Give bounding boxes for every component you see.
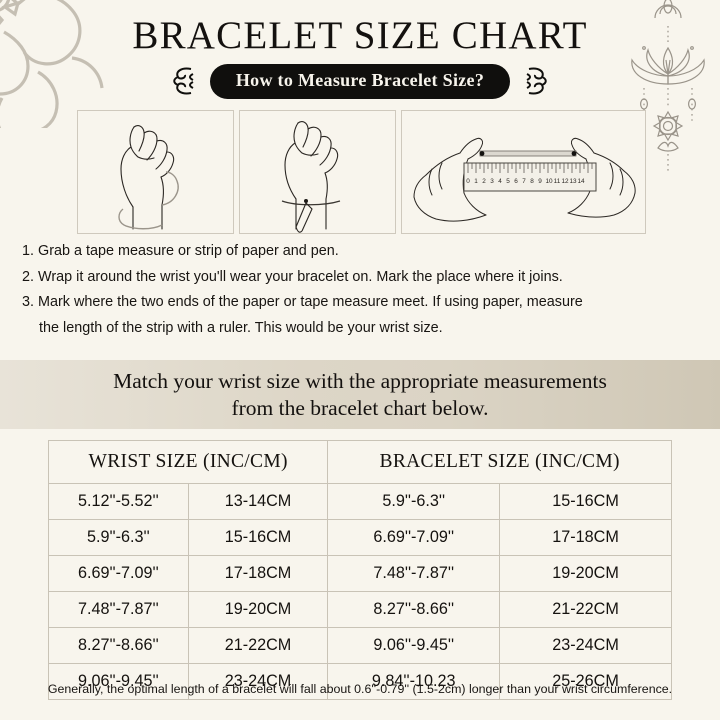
match-wrist-size-banner: Match your wrist size with the appropria… [0, 360, 720, 429]
svg-text:7: 7 [522, 178, 526, 185]
subtitle-badge-row: How to Measure Bracelet Size? [0, 63, 720, 99]
page-title: BRACELET SIZE CHART [132, 14, 588, 57]
svg-text:8: 8 [530, 178, 534, 185]
illustration-hand-with-tape-loop [77, 110, 234, 234]
header-wrist-size: WRIST SIZE (INC/CM) [47, 440, 329, 484]
svg-text:10: 10 [545, 178, 553, 185]
table-header-row: WRIST SIZE (INC/CM) BRACELET SIZE (INC/C… [47, 440, 672, 484]
table-row: 9.06''-9.45'' 23-24CM 9.84''-10.23 25-26… [48, 663, 672, 700]
measure-steps-list: 1. Grab a tape measure or strip of paper… [22, 239, 704, 341]
cell-wrist-cm: 23-24CM [187, 663, 329, 700]
cell-wrist-inch: 7.48''-7.87'' [48, 591, 189, 628]
cell-bracelet-inch: 8.27''-8.66'' [327, 591, 501, 628]
svg-text:9: 9 [538, 178, 542, 185]
table-row: 8.27''-8.66'' 21-22CM 9.06''-9.45'' 23-2… [48, 627, 672, 664]
cell-bracelet-inch: 9.06''-9.45'' [327, 627, 501, 664]
flourish-right-icon [526, 67, 547, 95]
cell-wrist-inch: 9.06''-9.45'' [48, 663, 189, 700]
cell-bracelet-inch: 6.69''-7.09'' [327, 519, 501, 556]
svg-text:2: 2 [482, 178, 486, 185]
cell-wrist-cm: 17-18CM [187, 555, 329, 592]
illustration-hand-marking-with-pen [239, 110, 396, 234]
table-row: 5.9''-6.3'' 15-16CM 6.69''-7.09'' 17-18C… [48, 519, 672, 556]
cell-bracelet-cm: 21-22CM [499, 591, 672, 628]
cell-wrist-inch: 8.27''-8.66'' [48, 627, 189, 664]
cell-bracelet-inch: 9.84''-10.23 [327, 663, 501, 700]
banner-line-1: Match your wrist size with the appropria… [113, 368, 607, 393]
flourish-left-icon [173, 67, 194, 95]
svg-text:14: 14 [577, 178, 585, 185]
how-to-measure-badge: How to Measure Bracelet Size? [209, 63, 511, 99]
cell-bracelet-inch: 5.9''-6.3'' [327, 483, 501, 520]
cell-wrist-inch: 6.69''-7.09'' [48, 555, 189, 592]
step-item-3: 3. Mark where the two ends of the paper … [22, 294, 583, 310]
cell-wrist-cm: 15-16CM [187, 519, 329, 556]
cell-wrist-cm: 21-22CM [187, 627, 329, 664]
optimal-length-note: Generally, the optimal length of a brace… [47, 682, 673, 696]
svg-text:4: 4 [498, 178, 502, 185]
cell-wrist-cm: 13-14CM [187, 483, 329, 520]
table-row: 5.12''-5.52'' 13-14CM 5.9''-6.3'' 15-16C… [48, 483, 672, 520]
cell-bracelet-cm: 19-20CM [499, 555, 672, 592]
step-item-2: 2. Wrap it around the wrist you'll wear … [22, 268, 563, 285]
svg-text:11: 11 [554, 178, 561, 185]
svg-text:13: 13 [569, 178, 577, 185]
banner-line-2: from the bracelet chart below. [231, 395, 489, 420]
svg-text:6: 6 [514, 178, 518, 185]
svg-text:0: 0 [466, 178, 470, 185]
cell-wrist-inch: 5.12''-5.52'' [48, 483, 189, 520]
step-item-1: 1. Grab a tape measure or strip of paper… [22, 243, 339, 259]
cell-bracelet-cm: 25-26CM [499, 663, 672, 700]
cell-bracelet-cm: 17-18CM [499, 519, 672, 556]
svg-text:1: 1 [474, 178, 478, 185]
svg-text:12: 12 [561, 178, 569, 185]
cell-bracelet-cm: 23-24CM [499, 627, 672, 664]
cell-bracelet-inch: 7.48''-7.87'' [327, 555, 501, 592]
size-chart-table: WRIST SIZE (INC/CM) BRACELET SIZE (INC/C… [47, 440, 672, 700]
cell-wrist-cm: 19-20CM [187, 591, 329, 628]
step-item-3-continued: the length of the strip with a ruler. Th… [39, 319, 443, 336]
cell-wrist-inch: 5.9''-6.3'' [48, 519, 189, 556]
table-row: 7.48''-7.87'' 19-20CM 8.27''-8.66'' 21-2… [48, 591, 672, 628]
svg-text:5: 5 [506, 178, 510, 185]
header-bracelet-size: BRACELET SIZE (INC/CM) [327, 440, 672, 484]
cell-bracelet-cm: 15-16CM [499, 483, 672, 520]
svg-text:3: 3 [490, 178, 494, 185]
table-row: 6.69''-7.09'' 17-18CM 7.48''-7.87'' 19-2… [48, 555, 672, 592]
